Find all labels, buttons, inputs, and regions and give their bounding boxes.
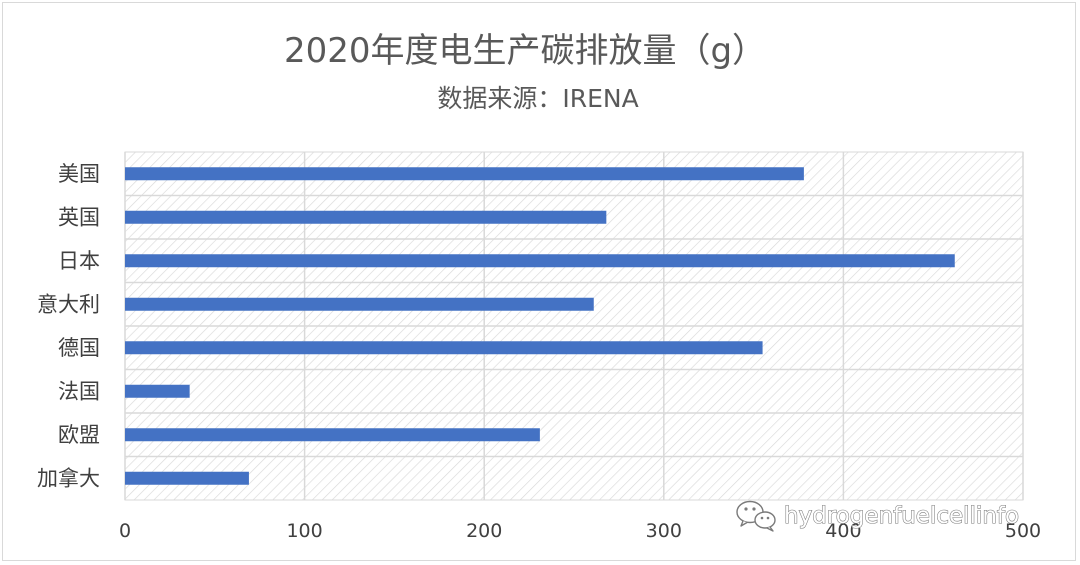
chart-subtitle: 数据来源：IRENA bbox=[437, 84, 638, 113]
value-axis: 0 100 200 300 400 500 bbox=[119, 520, 1041, 542]
bar bbox=[125, 297, 594, 311]
tick-label: 200 bbox=[466, 520, 502, 542]
bar bbox=[125, 341, 763, 355]
category-label: 欧盟 bbox=[58, 423, 100, 447]
wechat-icon bbox=[736, 500, 776, 532]
tick-label: 100 bbox=[286, 520, 322, 542]
tick-label: 500 bbox=[1005, 520, 1041, 542]
bar-series bbox=[125, 167, 955, 485]
grid-lines bbox=[124, 152, 1024, 500]
bar bbox=[125, 384, 190, 398]
category-label: 英国 bbox=[58, 205, 100, 229]
bar bbox=[125, 167, 804, 181]
watermark: hydrogenfuelcellinfo bbox=[736, 500, 1020, 532]
tick-label: 400 bbox=[825, 520, 861, 542]
category-label: 意大利 bbox=[37, 292, 100, 316]
category-label: 加拿大 bbox=[37, 466, 100, 490]
tick-label: 0 bbox=[119, 520, 131, 542]
category-label: 法国 bbox=[58, 379, 100, 403]
category-label: 德国 bbox=[58, 336, 100, 360]
category-label: 日本 bbox=[58, 249, 100, 273]
category-label: 美国 bbox=[58, 162, 100, 186]
bar bbox=[125, 428, 540, 442]
bar bbox=[125, 471, 249, 485]
bar bbox=[125, 210, 607, 224]
chart-title: 2020年度电生产碳排放量（g） bbox=[284, 31, 766, 71]
bar bbox=[125, 254, 955, 268]
watermark-text: hydrogenfuelcellinfo bbox=[784, 503, 1019, 529]
tick-label: 300 bbox=[646, 520, 682, 542]
